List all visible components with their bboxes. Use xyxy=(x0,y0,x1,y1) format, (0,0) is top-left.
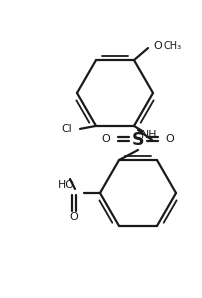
Text: HO: HO xyxy=(58,180,75,190)
Text: O: O xyxy=(102,134,110,144)
Text: S: S xyxy=(132,131,144,149)
Text: Cl: Cl xyxy=(61,124,72,134)
Text: CH₃: CH₃ xyxy=(163,41,181,51)
Text: NH: NH xyxy=(141,130,157,140)
Text: O: O xyxy=(166,134,174,144)
Text: O: O xyxy=(153,41,162,51)
Text: O: O xyxy=(70,212,78,222)
